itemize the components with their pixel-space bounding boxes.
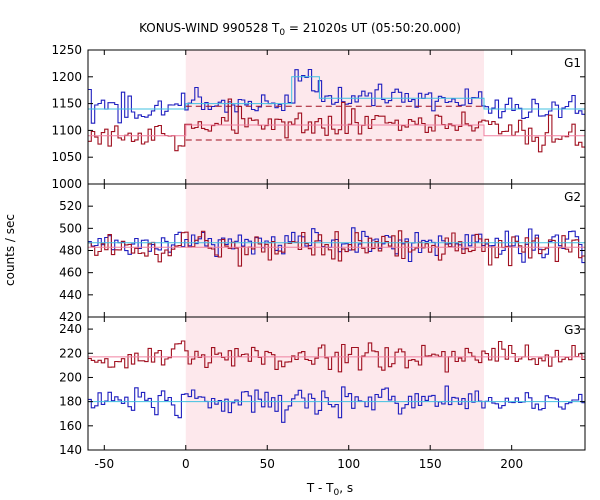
ytick-label-G1-1050: 1050 — [51, 150, 82, 164]
xtick-label-150: 150 — [419, 457, 442, 471]
series-red-G3 — [88, 340, 585, 373]
ytick-label-G2-520: 520 — [59, 199, 82, 213]
ytick-label-G2-440: 440 — [59, 288, 82, 302]
ytick-label-G3-160: 160 — [59, 419, 82, 433]
series-red-G2 — [88, 230, 585, 267]
ytick-label-G3-220: 220 — [59, 346, 82, 360]
series-blue-G2 — [88, 227, 585, 264]
ytick-label-G2-460: 460 — [59, 266, 82, 280]
xtick-label-50: 50 — [260, 457, 275, 471]
fit-red-G1 — [88, 124, 585, 137]
panel-frame-G3 — [87, 316, 586, 451]
xtick-label-100: 100 — [337, 457, 360, 471]
x-axis-title: T - T0, s — [306, 481, 353, 498]
ytick-label-G3-180: 180 — [59, 395, 82, 409]
ytick-label-G1-1150: 1150 — [51, 97, 82, 111]
title-subscript: 0 — [279, 28, 285, 38]
ytick-label-G1-1100: 1100 — [51, 123, 82, 137]
ytick-label-G3-140: 140 — [59, 443, 82, 457]
ytick-label-G1-1000: 1000 — [51, 177, 82, 191]
ytick-label-G2-420: 420 — [59, 310, 82, 324]
xtick-label--50: -50 — [94, 457, 114, 471]
ytick-label-G1-1250: 1250 — [51, 43, 82, 57]
panel-label-G2: G2 — [564, 190, 581, 204]
panel-label-G3: G3 — [564, 323, 581, 337]
ytick-label-G2-480: 480 — [59, 244, 82, 258]
panel-label-G1: G1 — [564, 56, 581, 70]
ytick-label-G3-240: 240 — [59, 322, 82, 336]
xtick-label-200: 200 — [500, 457, 523, 471]
series-blue-G1 — [88, 68, 585, 124]
chart-title: KONUS-WIND 990528 T0 = 21020s UT (05:50:… — [139, 21, 461, 38]
ytick-label-G1-1200: 1200 — [51, 70, 82, 84]
y-axis-title: counts / sec — [3, 214, 17, 286]
ytick-label-G2-500: 500 — [59, 221, 82, 235]
ytick-label-G3-200: 200 — [59, 370, 82, 384]
xtick-label-0: 0 — [182, 457, 190, 471]
series-blue-G3 — [88, 385, 585, 423]
xlabel-subscript: 0 — [334, 488, 340, 498]
